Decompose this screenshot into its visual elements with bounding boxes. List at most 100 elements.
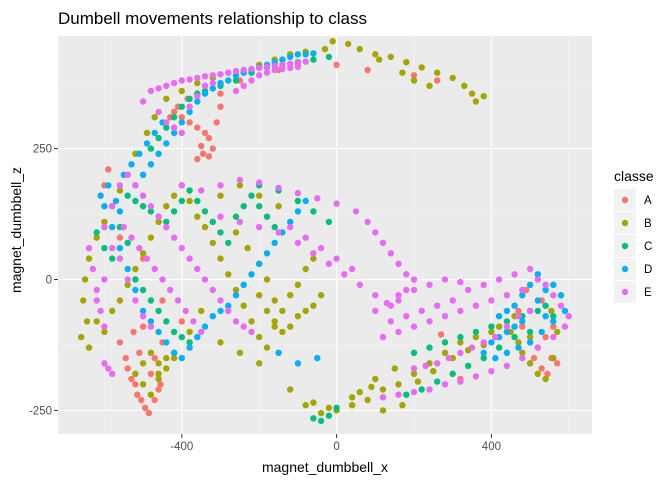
point-E-55 xyxy=(333,200,340,207)
point-D-33 xyxy=(186,108,193,116)
legend-label-B: B xyxy=(644,218,652,230)
point-B-35 xyxy=(232,229,240,236)
point-B-72 xyxy=(399,402,406,409)
point-B-3 xyxy=(101,328,108,336)
point-C-3 xyxy=(147,208,155,215)
point-B-38 xyxy=(263,276,271,283)
point-B-43 xyxy=(163,365,170,372)
point-E-51 xyxy=(256,179,263,186)
point-A-27 xyxy=(199,150,207,157)
point-E-65 xyxy=(395,297,402,304)
point-A-14 xyxy=(155,386,162,393)
point-E-170 xyxy=(372,307,379,315)
point-B-39 xyxy=(271,297,278,304)
point-A-59 xyxy=(116,234,124,241)
point-B-59 xyxy=(457,339,464,346)
point-A-62 xyxy=(178,318,185,325)
point-C-58 xyxy=(333,404,340,411)
point-E-25 xyxy=(232,318,240,325)
point-E-144 xyxy=(426,386,433,393)
point-A-58 xyxy=(105,166,112,173)
series-A xyxy=(101,61,561,417)
point-E-69 xyxy=(333,255,340,262)
point-C-55 xyxy=(403,391,410,398)
point-A-50 xyxy=(515,307,522,315)
point-B-110 xyxy=(93,234,100,241)
point-D-27 xyxy=(139,171,147,178)
point-C-63 xyxy=(155,307,162,315)
point-B-76 xyxy=(345,40,352,48)
point-B-111 xyxy=(85,255,93,262)
point-C-35 xyxy=(325,53,333,61)
point-E-107 xyxy=(178,129,185,137)
point-E-108 xyxy=(186,103,193,110)
y-tick-label-0: -250 xyxy=(29,405,52,417)
point-E-18 xyxy=(178,244,185,252)
point-B-8 xyxy=(139,250,147,257)
point-B-16 xyxy=(201,223,209,231)
point-B-17 xyxy=(209,239,216,247)
point-E-148 xyxy=(379,333,387,341)
point-E-45 xyxy=(101,276,108,283)
point-D-76 xyxy=(515,344,522,351)
point-E-104 xyxy=(155,108,162,116)
point-A-18 xyxy=(170,108,178,116)
point-E-29 xyxy=(128,234,135,241)
point-E-167 xyxy=(434,360,441,367)
point-D-20 xyxy=(263,250,271,257)
point-E-44 xyxy=(109,244,116,252)
point-B-40 xyxy=(198,307,205,315)
point-E-118 xyxy=(279,65,286,73)
point-D-60 xyxy=(101,203,108,210)
point-E-79 xyxy=(356,281,363,288)
point-E-87 xyxy=(178,77,185,84)
legend-marker-A xyxy=(621,196,629,204)
point-B-133 xyxy=(348,394,356,401)
point-B-41 xyxy=(186,328,193,336)
point-B-34 xyxy=(275,203,282,210)
point-A-11 xyxy=(151,354,158,362)
point-E-64 xyxy=(403,286,410,294)
point-E-54 xyxy=(314,195,321,202)
point-C-14 xyxy=(232,213,240,220)
point-A-56 xyxy=(554,360,561,367)
point-B-134 xyxy=(356,388,363,396)
point-A-39 xyxy=(364,66,371,74)
point-D-9 xyxy=(178,354,185,362)
point-E-172 xyxy=(395,292,402,299)
point-C-15 xyxy=(240,203,247,210)
point-B-84 xyxy=(461,82,468,90)
point-E-47 xyxy=(178,182,185,189)
point-C-75 xyxy=(294,197,302,205)
point-A-24 xyxy=(213,119,220,126)
point-D-0 xyxy=(109,223,116,231)
point-B-116 xyxy=(139,360,147,367)
point-D-88 xyxy=(275,349,282,356)
point-E-5 xyxy=(101,360,108,367)
point-A-15 xyxy=(136,349,143,356)
point-C-19 xyxy=(271,223,278,231)
point-E-62 xyxy=(403,271,410,278)
point-C-77 xyxy=(325,218,333,226)
point-C-54 xyxy=(418,386,425,393)
point-D-12 xyxy=(201,323,209,330)
point-D-37 xyxy=(217,79,224,87)
point-C-62 xyxy=(147,297,155,304)
point-D-6 xyxy=(155,328,162,336)
point-C-45 xyxy=(542,302,549,309)
legend-marker-E xyxy=(621,288,629,296)
point-E-105 xyxy=(163,119,170,126)
point-D-55 xyxy=(136,150,143,157)
point-D-14 xyxy=(217,307,224,315)
point-E-109 xyxy=(194,93,201,100)
point-D-11 xyxy=(194,333,201,341)
point-E-173 xyxy=(410,286,418,294)
point-D-69 xyxy=(542,286,549,294)
point-D-54 xyxy=(128,161,135,168)
point-E-71 xyxy=(217,213,224,220)
point-E-73 xyxy=(256,223,263,231)
point-C-9 xyxy=(194,197,201,205)
point-D-85 xyxy=(495,313,503,320)
point-E-145 xyxy=(410,388,418,396)
